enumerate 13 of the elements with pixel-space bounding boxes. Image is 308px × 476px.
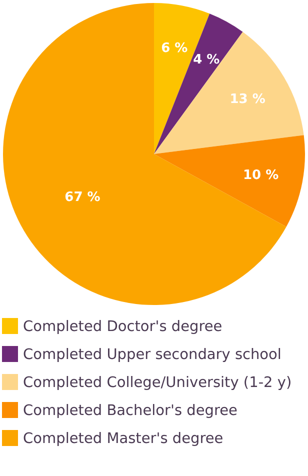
legend-label: Completed Upper secondary school	[23, 347, 282, 363]
legend-label: Completed Bachelor's degree	[23, 403, 238, 419]
pie-slice	[154, 32, 304, 154]
data-label: 4 %	[193, 52, 220, 68]
pie-slice	[3, 3, 286, 305]
pie-slice	[154, 135, 305, 227]
legend-label: Completed Master's degree	[23, 431, 224, 447]
data-label: 10 %	[242, 168, 279, 183]
data-label: 6 %	[161, 40, 188, 56]
data-label: 13 %	[230, 92, 266, 108]
data-label: 67 %	[64, 190, 100, 205]
legend-label: Completed College/University (1-2 y)	[23, 375, 292, 391]
legend-label: Completed Doctor's degree	[23, 319, 222, 335]
